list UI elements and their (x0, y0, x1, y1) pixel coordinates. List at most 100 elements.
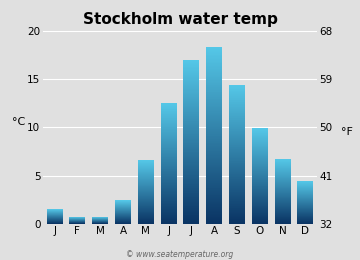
Bar (161, 174, 177, 175)
Bar (161, 163, 177, 164)
Bar (252, 153, 268, 154)
Bar (206, 61, 222, 62)
Bar (297, 205, 313, 206)
Bar (252, 152, 268, 153)
Bar (161, 155, 177, 156)
Bar (206, 141, 222, 142)
Bar (229, 149, 245, 150)
Bar (275, 171, 291, 172)
Bar (229, 121, 245, 122)
Bar (252, 179, 268, 180)
Bar (161, 223, 177, 224)
Bar (229, 95, 245, 96)
Bar (138, 214, 154, 215)
Bar (252, 162, 268, 163)
Bar (297, 202, 313, 203)
Bar (184, 123, 199, 124)
Bar (138, 213, 154, 214)
Bar (297, 221, 313, 222)
Bar (206, 69, 222, 70)
Bar (252, 142, 268, 143)
Bar (161, 210, 177, 211)
Bar (138, 183, 154, 184)
Bar (184, 71, 199, 72)
Bar (252, 211, 268, 212)
Bar (297, 186, 313, 187)
Bar (229, 118, 245, 119)
Bar (275, 204, 291, 205)
Bar (297, 197, 313, 198)
Bar (229, 195, 245, 196)
Bar (297, 209, 313, 210)
Bar (206, 190, 222, 191)
Bar (184, 151, 199, 152)
Bar (184, 89, 199, 90)
Bar (184, 184, 199, 185)
Bar (161, 171, 177, 172)
Bar (161, 164, 177, 165)
Bar (184, 98, 199, 99)
Bar (138, 175, 154, 176)
Bar (161, 134, 177, 135)
Bar (229, 158, 245, 159)
Bar (252, 183, 268, 184)
Bar (297, 206, 313, 207)
Bar (229, 140, 245, 141)
Bar (161, 194, 177, 195)
Bar (252, 204, 268, 205)
Bar (138, 200, 154, 201)
Bar (252, 172, 268, 173)
Bar (161, 143, 177, 144)
Bar (138, 204, 154, 205)
Bar (184, 114, 199, 115)
Bar (138, 169, 154, 170)
Bar (229, 134, 245, 135)
Bar (297, 205, 313, 206)
Bar (252, 138, 268, 139)
Bar (275, 205, 291, 206)
Bar (229, 160, 245, 161)
Bar (161, 118, 177, 119)
Bar (275, 192, 291, 193)
Bar (252, 160, 268, 161)
Bar (252, 162, 268, 163)
Bar (138, 207, 154, 208)
Bar (297, 202, 313, 203)
Bar (229, 163, 245, 164)
Bar (184, 200, 199, 201)
Bar (161, 167, 177, 168)
Bar (229, 152, 245, 153)
Bar (184, 93, 199, 94)
Bar (229, 105, 245, 106)
Bar (229, 109, 245, 110)
Bar (161, 217, 177, 218)
Bar (297, 215, 313, 216)
Bar (206, 209, 222, 210)
Bar (252, 165, 268, 166)
Bar (229, 176, 245, 177)
Bar (206, 183, 222, 184)
Bar (206, 132, 222, 133)
Bar (138, 201, 154, 202)
Bar (138, 203, 154, 204)
Bar (161, 111, 177, 112)
Bar (184, 67, 199, 68)
Bar (229, 127, 245, 128)
Bar (161, 203, 177, 204)
Bar (229, 156, 245, 157)
Bar (206, 58, 222, 59)
Bar (184, 193, 199, 194)
Bar (161, 202, 177, 203)
Bar (297, 218, 313, 219)
Bar (184, 146, 199, 147)
Bar (206, 81, 222, 82)
Bar (229, 159, 245, 160)
Bar (161, 211, 177, 212)
Bar (206, 189, 222, 190)
Bar (184, 195, 199, 196)
Bar (184, 84, 199, 85)
Bar (206, 156, 222, 157)
Bar (161, 135, 177, 136)
Bar (275, 181, 291, 182)
Bar (184, 96, 199, 97)
